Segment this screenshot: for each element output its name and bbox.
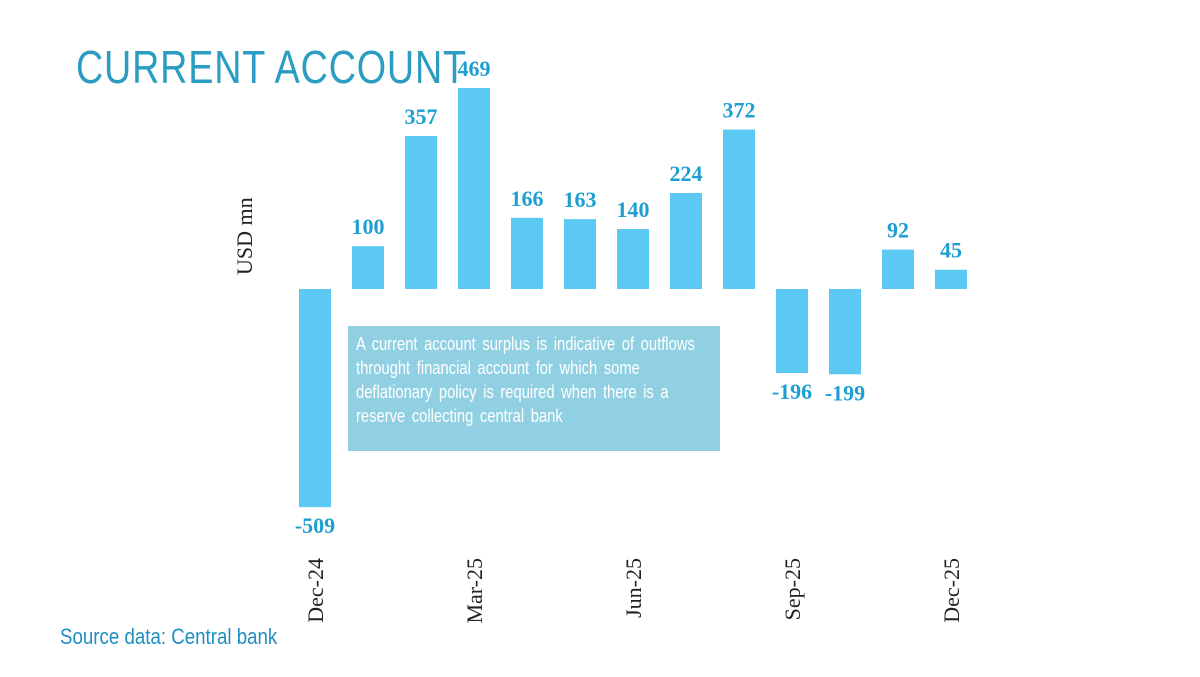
- data-label: 100: [352, 214, 385, 239]
- data-label: 357: [405, 104, 438, 129]
- bar-Apr-25: [511, 217, 543, 289]
- x-tick-label: Dec-25: [939, 558, 964, 623]
- bar-Feb-25: [405, 136, 437, 289]
- bar-Jul-25: [670, 193, 702, 289]
- x-tick-label: Sep-25: [780, 558, 805, 620]
- bar-Nov-25: [882, 249, 914, 289]
- annotation-text: A current account surplus is indicative …: [356, 334, 695, 426]
- bar-Jan-25: [352, 246, 384, 289]
- bar-Mar-25: [458, 88, 490, 289]
- bar-May-25: [564, 219, 596, 289]
- annotation-box: A current account surplus is indicative …: [348, 326, 720, 451]
- data-label: 166: [511, 186, 544, 211]
- data-label: 469: [458, 56, 491, 81]
- data-label: -509: [295, 513, 335, 538]
- chart-title: CURRENT ACCOUNT: [76, 41, 467, 93]
- x-tick-label: Mar-25: [462, 558, 487, 624]
- bar-Dec-25: [935, 269, 967, 289]
- data-label: 163: [564, 187, 597, 212]
- bar-Sep-25: [776, 289, 808, 373]
- data-label: 45: [940, 238, 962, 263]
- data-label: 224: [670, 161, 703, 186]
- bar-Jun-25: [617, 229, 649, 289]
- data-label: -199: [825, 380, 865, 405]
- data-label: 140: [617, 197, 650, 222]
- bar-Aug-25: [723, 129, 755, 289]
- data-label: 92: [887, 218, 909, 243]
- x-tick-label: Jun-25: [621, 558, 646, 618]
- data-label: 372: [723, 98, 756, 123]
- bar-Dec-24: [299, 289, 331, 508]
- data-label: -196: [772, 379, 812, 404]
- source-note: Source data: Central bank: [60, 624, 278, 649]
- bar-Oct-25: [829, 289, 861, 375]
- x-tick-label: Dec-24: [303, 558, 328, 623]
